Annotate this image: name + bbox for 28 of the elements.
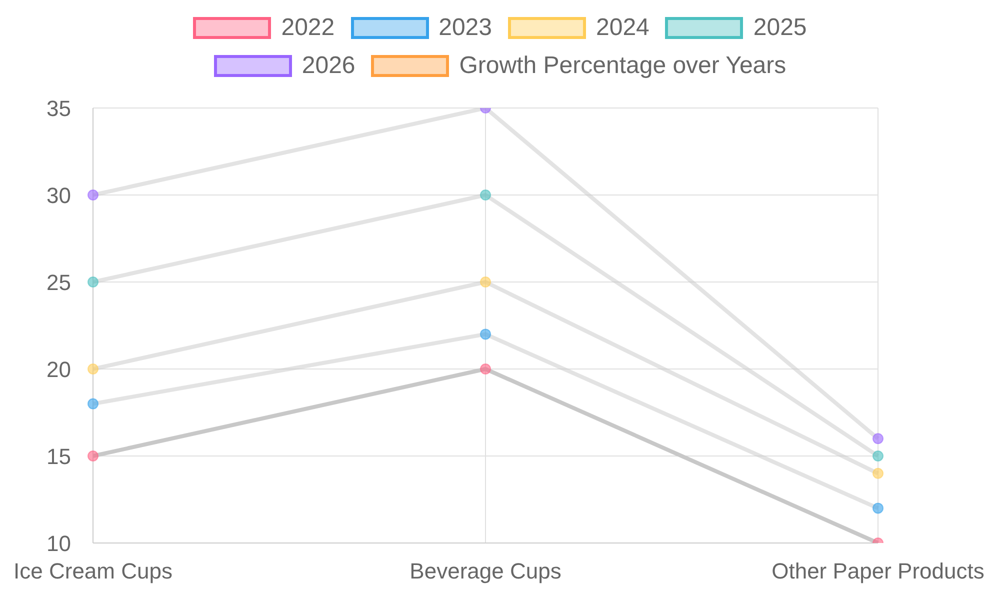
legend-label: 2026 — [302, 52, 356, 80]
y-tick-label: 20 — [46, 356, 71, 382]
y-tick-label: 35 — [46, 96, 71, 121]
legend-label: 2023 — [438, 14, 492, 42]
point — [480, 190, 491, 200]
point — [480, 276, 491, 288]
point — [480, 364, 491, 374]
point — [88, 364, 98, 374]
legend-label: 2025 — [753, 14, 807, 42]
y-tick-label: 30 — [46, 182, 71, 208]
y-tick-label: 25 — [46, 270, 71, 295]
x-tick-label: Other Paper Products — [772, 558, 984, 584]
x-tick-label: Beverage Cups — [410, 558, 562, 584]
point — [88, 190, 98, 200]
point — [872, 468, 884, 479]
point — [872, 450, 884, 462]
point — [872, 433, 884, 444]
point — [480, 328, 491, 340]
legend-label: 2022 — [281, 14, 335, 42]
y-tick-label: 10 — [46, 530, 71, 556]
legend-label: 2024 — [596, 14, 650, 42]
point — [872, 502, 884, 514]
point — [88, 276, 98, 288]
x-tick-label: Ice Cream Cups — [14, 558, 172, 584]
point — [88, 398, 98, 410]
y-tick-label: 15 — [46, 444, 71, 469]
legend-label: Growth Percentage over Years — [459, 52, 786, 80]
point — [88, 450, 98, 462]
